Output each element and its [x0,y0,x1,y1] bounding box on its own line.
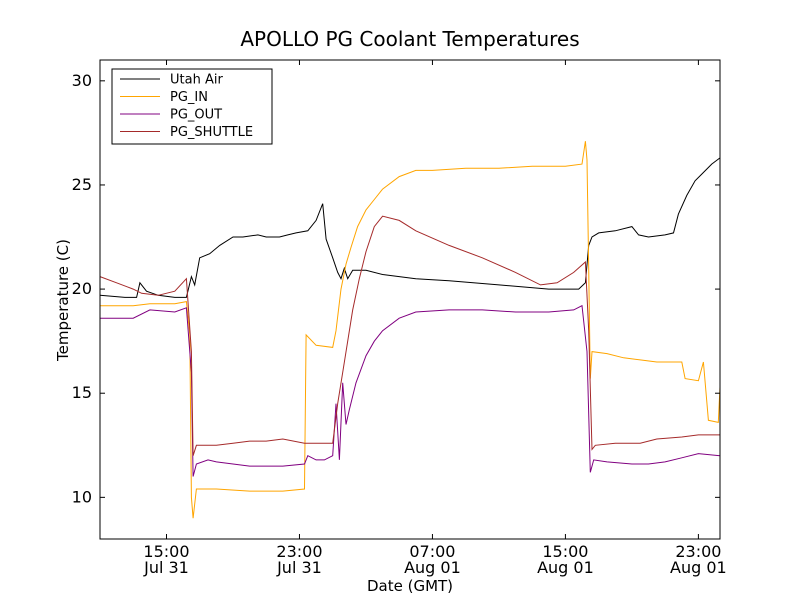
x-tick-label-date: Jul 31 [143,558,189,577]
x-tick-label-date: Aug 01 [404,558,461,577]
legend: Utah Air PG_IN PG_OUT PG_SHUTTLE [111,68,273,145]
series-line-utah-air [99,157,721,298]
x-tick-label-date: Aug 01 [670,558,727,577]
legend-label-pg-out: PG_OUT [170,108,222,123]
series-line-pg-shuttle [99,215,720,456]
plot-frame [99,59,721,540]
y-tick-label: 25 [72,175,92,194]
series-line-pg-out [100,304,721,477]
x-tick-label-time: 23:00 [276,542,322,561]
y-tick-label: 20 [72,279,92,298]
x-tick-label-time: 15:00 [542,542,588,561]
legend-label-pg-shuttle: PG_SHUTTLE [170,125,253,140]
legend-label-pg-in: PG_IN [170,90,208,105]
series-layer [99,141,721,519]
y-tick-label: 15 [72,383,92,402]
y-tick-label: 10 [72,487,92,506]
x-tick-label-time: 23:00 [675,542,721,561]
chart-title: APOLLO PG Coolant Temperatures [240,27,579,51]
x-axis-label: Date (GMT) [367,577,453,595]
y-tick-label: 30 [72,71,92,90]
x-tick-label-date: Jul 31 [276,558,322,577]
x-tick-label-time: 15:00 [143,542,189,561]
series-line-pg-in [100,141,721,519]
x-tick-label-date: Aug 01 [537,558,594,577]
legend-label-utah-air: Utah Air [170,73,223,88]
x-tick-label-time: 07:00 [409,542,455,561]
y-axis-label: Temperature (C) [54,239,72,362]
